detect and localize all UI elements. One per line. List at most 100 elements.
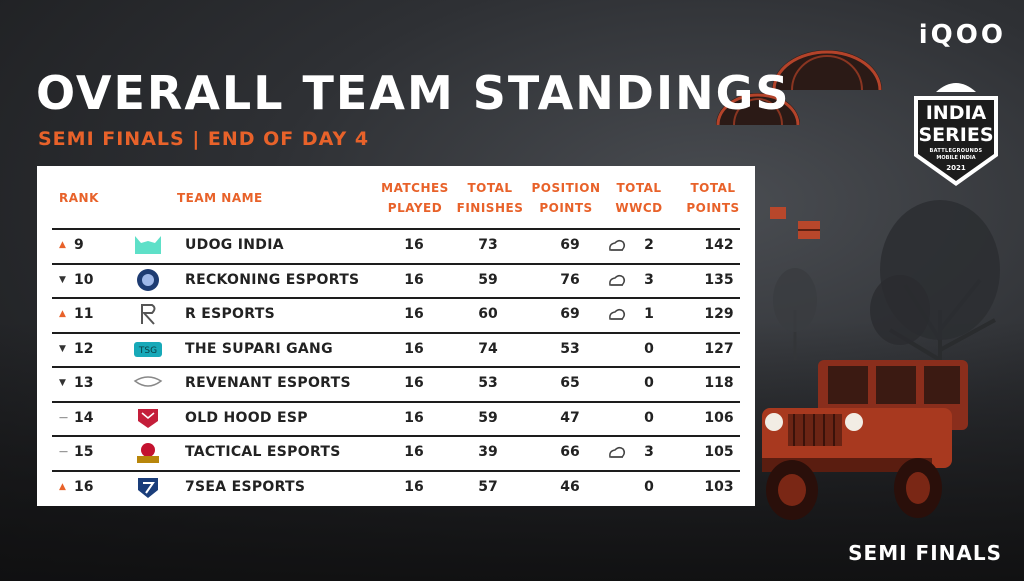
header-matches-line1: MATCHES [381, 181, 449, 195]
header-rank: RANK [59, 191, 99, 205]
table-row: ▲ 16 7SEA ESPORTS 16 57 46 0 103 [52, 469, 740, 503]
table-row: ▲ 9 UDOG INDIA 16 73 69 2 142 [52, 228, 740, 261]
chicken-dinner-icon [607, 443, 627, 462]
trend-up-icon: ▲ [59, 240, 66, 250]
rank-value: 10 [74, 271, 94, 288]
header-total-finishes: TOTAL FINISHES [455, 178, 525, 218]
badge-line2: SERIES [918, 124, 994, 146]
total-finishes: 39 [478, 444, 498, 460]
table-header: RANK TEAM NAME MATCHES PLAYED TOTAL FINI… [37, 166, 755, 228]
trend-up-icon: ▲ [59, 309, 66, 319]
matches-played: 16 [404, 306, 424, 322]
total-wwcd: 0 [644, 409, 654, 426]
rank-value: 12 [74, 340, 94, 357]
standings-table: RANK TEAM NAME MATCHES PLAYED TOTAL FINI… [37, 166, 755, 506]
matches-played: 16 [404, 375, 424, 391]
position-points: 65 [560, 375, 580, 391]
total-wwcd: 3 [644, 271, 654, 288]
header-matches-played: MATCHES PLAYED [380, 178, 450, 218]
header-finishes-line1: TOTAL [467, 181, 513, 195]
total-wwcd: 2 [644, 237, 654, 253]
india-series-badge: INDIA SERIES BATTLEGROUNDS MOBILE INDIA … [908, 70, 1004, 190]
team-name: REVENANT ESPORTS [185, 375, 351, 391]
team-name: OLD HOOD ESP [185, 409, 308, 426]
header-total-line2: POINTS [686, 201, 740, 215]
matches-played: 16 [404, 444, 424, 460]
badge-year: 2021 [946, 164, 966, 172]
table-row: ▼ 10 RECKONING ESPORTS 16 59 76 3 135 [52, 262, 740, 296]
matches-played: 16 [404, 409, 424, 426]
total-finishes: 57 [478, 478, 498, 495]
header-total-line1: TOTAL [690, 181, 736, 195]
sponsor-logo: iQOO [918, 20, 1006, 50]
badge-line3: BATTLEGROUNDS [929, 148, 983, 154]
total-points: 103 [704, 478, 734, 495]
rank-value: 15 [74, 444, 94, 460]
rank-value: 14 [74, 409, 94, 426]
table-row: ▲ 11 R ESPORTS 16 60 69 1 129 [52, 297, 740, 330]
total-finishes: 73 [478, 237, 498, 253]
total-finishes: 60 [478, 306, 498, 322]
team-name: THE SUPARI GANG [185, 340, 333, 357]
supari-gang-logo: TSG [132, 337, 164, 362]
total-finishes: 74 [478, 340, 498, 357]
total-points: 106 [704, 409, 734, 426]
reckoning-logo [132, 268, 164, 293]
header-finishes-line2: FINISHES [456, 201, 524, 215]
table-row: ▼ 13 REVENANT ESPORTS 16 53 65 0 118 [52, 366, 740, 399]
old-hood-logo [132, 406, 164, 431]
trend-same-icon: — [59, 447, 68, 457]
total-finishes: 59 [478, 409, 498, 426]
parachute-crate-icon [716, 50, 882, 126]
stage-label: SEMI FINALS [848, 541, 1002, 565]
rank-value: 13 [74, 375, 94, 391]
trend-up-icon: ▲ [59, 481, 66, 492]
7sea-logo [132, 475, 164, 500]
table-row: — 15 TACTICAL ESPORTS 16 39 66 3 105 [52, 435, 740, 468]
matches-played: 16 [404, 271, 424, 288]
supply-crate-icon [770, 207, 820, 239]
table-row: — 14 OLD HOOD ESP 16 59 47 0 106 [52, 400, 740, 434]
header-matches-line2: PLAYED [387, 201, 443, 215]
badge-line1: INDIA [925, 102, 987, 124]
matches-played: 16 [404, 478, 424, 495]
team-name: TACTICAL ESPORTS [185, 444, 341, 460]
rank-value: 16 [74, 478, 94, 495]
trend-down-icon: ▼ [59, 343, 66, 354]
total-points: 129 [704, 306, 734, 322]
rank-value: 9 [74, 237, 84, 253]
badge-line4: MOBILE INDIA [936, 155, 976, 161]
header-position-line1: POSITION [531, 181, 601, 195]
header-total-points: TOTAL POINTS [679, 178, 747, 218]
header-team-name: TEAM NAME [177, 191, 263, 205]
header-total-wwcd: TOTAL WWCD [607, 178, 671, 218]
tactical-logo [132, 440, 164, 465]
header-position-line2: POINTS [539, 201, 593, 215]
position-points: 69 [560, 306, 580, 322]
uaz-car-illustration [762, 360, 968, 520]
revenant-logo [132, 371, 164, 396]
svg-text:TSG: TSG [138, 346, 157, 356]
trend-down-icon: ▼ [59, 378, 66, 388]
position-points: 53 [560, 340, 580, 357]
header-wwcd-line2: WWCD [615, 201, 663, 215]
team-name: UDOG INDIA [185, 237, 284, 253]
tree-silhouette [773, 268, 817, 360]
total-points: 127 [704, 340, 734, 357]
total-wwcd: 0 [644, 478, 654, 495]
rank-value: 11 [74, 306, 94, 322]
total-wwcd: 0 [644, 375, 654, 391]
header-position-points: POSITION POINTS [527, 178, 605, 218]
matches-played: 16 [404, 340, 424, 357]
total-wwcd: 3 [644, 444, 654, 460]
total-points: 135 [704, 271, 734, 288]
trend-same-icon: — [59, 412, 68, 423]
chicken-dinner-icon [607, 236, 627, 255]
total-points: 142 [704, 237, 734, 253]
table-row: ▼ 12 TSG THE SUPARI GANG 16 74 53 0 127 [52, 331, 740, 365]
page-subtitle: SEMI FINALS | END OF DAY 4 [38, 128, 370, 150]
udog-logo [132, 233, 164, 258]
tree-silhouette [870, 200, 1000, 420]
position-points: 69 [560, 237, 580, 253]
team-name: 7SEA ESPORTS [185, 478, 306, 495]
